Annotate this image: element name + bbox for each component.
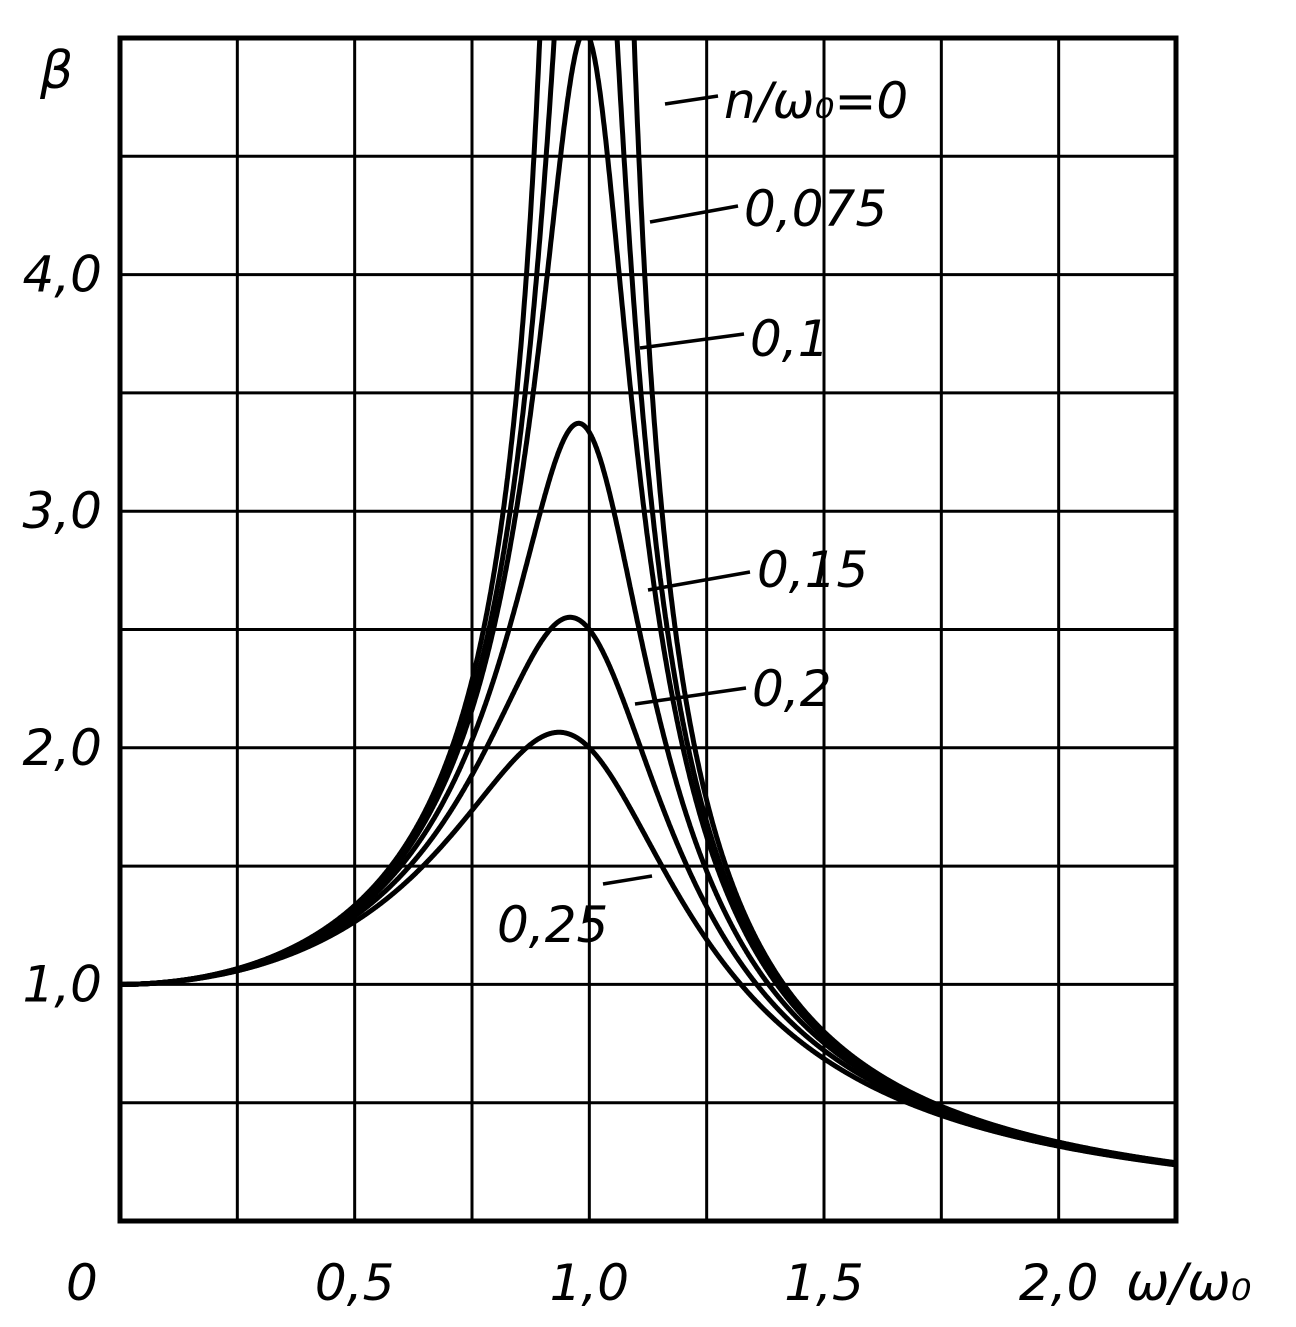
x-axis-label: ω/ω₀: [1126, 1253, 1252, 1313]
series-curve-4: [120, 614, 1176, 1167]
series-label: 0,2: [752, 660, 832, 718]
series-leader-line: [639, 332, 745, 350]
x-tick-labels: 0 0,5 1,0 1,5 2,0: [66, 1254, 1098, 1312]
series-curve-0: [120, 38, 1176, 1166]
series-label: 0,075: [744, 180, 887, 238]
series-label: 0,1: [750, 310, 830, 368]
series-leaders: [602, 94, 751, 886]
series-label: 0,15: [757, 541, 868, 599]
series-leader-line: [649, 204, 739, 224]
series-leader-line: [602, 874, 653, 886]
y-tick-label: 4,0: [22, 246, 102, 304]
x-tick-label: 1,0: [550, 1254, 630, 1312]
series-label: 0,25: [497, 896, 608, 954]
plot-frame: [117, 35, 1179, 1224]
series-curve-1: [120, 38, 1176, 1166]
series-curves: [120, 38, 1176, 1168]
series-leader-line: [664, 94, 719, 106]
series-label: n/ω₀=0: [724, 72, 908, 130]
y-axis-label: β: [39, 41, 73, 101]
y-tick-labels: 1,0 2,0 3,0 4,0: [22, 246, 102, 1014]
series-leader-line: [634, 686, 747, 706]
y-tick-label: 3,0: [22, 482, 102, 540]
series-leader-line: [647, 570, 751, 592]
x-tick-label: 2,0: [1019, 1254, 1099, 1312]
x-tick-label: 0: [66, 1254, 98, 1312]
x-tick-label: 1,5: [784, 1254, 864, 1312]
x-tick-label: 0,5: [315, 1254, 395, 1312]
series-labels: n/ω₀=0 0,075 0,1 0,15 0,2 0,25: [497, 72, 908, 954]
y-tick-label: 2,0: [22, 719, 102, 777]
y-tick-label: 1,0: [22, 955, 102, 1013]
series-curve-5: [120, 729, 1176, 1168]
grid: [120, 38, 1176, 1221]
series-curve-2: [120, 38, 1176, 1166]
